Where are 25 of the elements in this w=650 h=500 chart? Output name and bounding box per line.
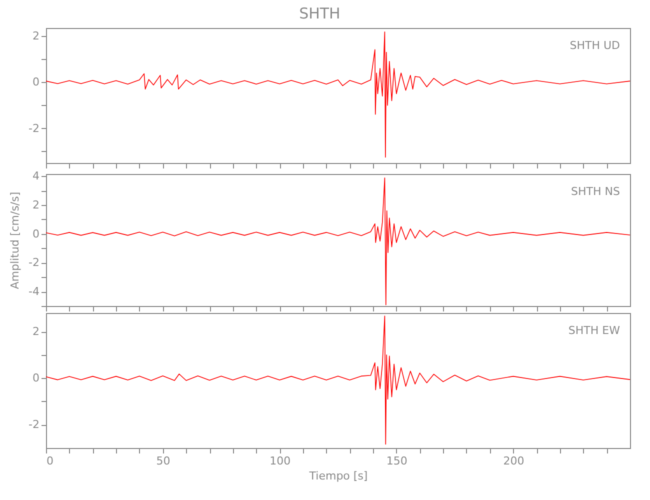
y-axis-title: Amplitud [cm/s/s]	[8, 192, 22, 290]
y-tick-label: -4	[28, 285, 40, 298]
line-series	[46, 316, 630, 445]
y-tick-label: 4	[32, 170, 40, 183]
y-tick-label: -2	[28, 418, 40, 432]
y-tick-label: 0	[32, 372, 40, 385]
y-tick-label: 2	[32, 198, 40, 212]
line-series	[46, 32, 630, 158]
y-tick-label: 2	[32, 325, 40, 338]
y-tick-label: -2	[28, 256, 40, 270]
y-tick-label: -2	[28, 122, 40, 135]
y-tick-label: 0	[32, 76, 40, 89]
y-tick-label: 0	[32, 227, 40, 240]
annotation: SHTH NS	[571, 185, 620, 198]
y-tick-label: 2	[32, 30, 40, 43]
x-tick-label: 100	[270, 454, 291, 468]
x-axis-title: Tiempo [s]	[308, 470, 368, 482]
x-tick-label: 50	[156, 454, 170, 468]
chart-title: SHTH	[299, 4, 340, 22]
x-tick-label: 150	[386, 454, 408, 468]
annotation: SHTH EW	[568, 324, 620, 337]
x-tick-label: 200	[503, 454, 524, 468]
line-series	[46, 177, 630, 306]
x-tick-label: 0	[46, 454, 54, 468]
annotation: SHTH UD	[570, 39, 620, 52]
